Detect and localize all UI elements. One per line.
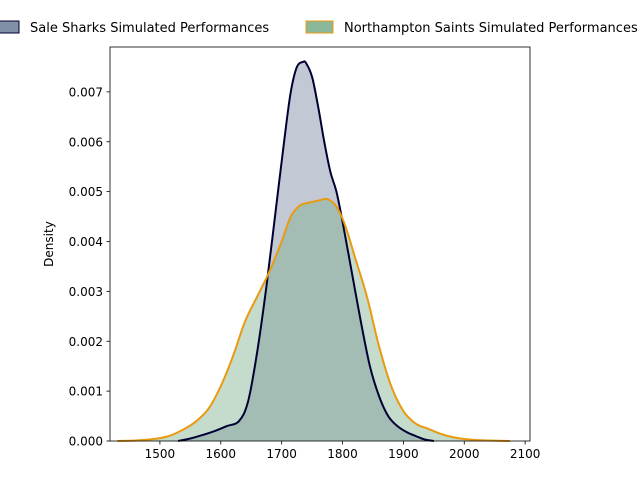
series-2-area	[117, 198, 510, 441]
x-tick-label: 1900	[388, 447, 419, 461]
x-tick-label: 1700	[266, 447, 297, 461]
x-tick-label: 2000	[449, 447, 480, 461]
y-tick-label: 0.004	[69, 235, 103, 249]
y-tick-label: 0.002	[69, 335, 103, 349]
legend: Sale Sharks Simulated Performances Northa…	[0, 20, 638, 36]
density-areas	[117, 61, 510, 441]
plot-frame	[109, 46, 531, 442]
x-tick-label: 1800	[327, 447, 358, 461]
y-tick-label: 0.005	[69, 185, 103, 199]
legend-label-1: Sale Sharks Simulated Performances	[30, 21, 269, 36]
y-tick-label: 0.001	[69, 385, 103, 399]
y-axis-label: Density	[42, 221, 56, 267]
y-tick-label: 0.003	[69, 285, 103, 299]
y-tick-label: 0.000	[69, 435, 103, 449]
series-2-line	[117, 197, 510, 442]
series-1-line	[177, 60, 434, 442]
x-tick-label: 2100	[510, 447, 541, 461]
legend-swatch-1	[0, 20, 20, 34]
series-1-area	[178, 61, 434, 441]
y-tick-label: 0.007	[69, 85, 103, 99]
x-tick-label: 1500	[145, 447, 176, 461]
legend-label-2: Northampton Saints Simulated Performance…	[344, 21, 638, 36]
density-lines	[117, 60, 510, 442]
x-tick-label: 1600	[206, 447, 237, 461]
y-tick-label: 0.006	[69, 135, 103, 149]
legend-swatch-2	[305, 20, 334, 34]
x-axis-ticks: 1500 1600 1700 1800 1900 2000 2100	[145, 441, 541, 461]
y-axis-ticks: 0.000 0.001 0.002 0.003 0.004 0.005 0.006 0.007	[69, 85, 110, 449]
